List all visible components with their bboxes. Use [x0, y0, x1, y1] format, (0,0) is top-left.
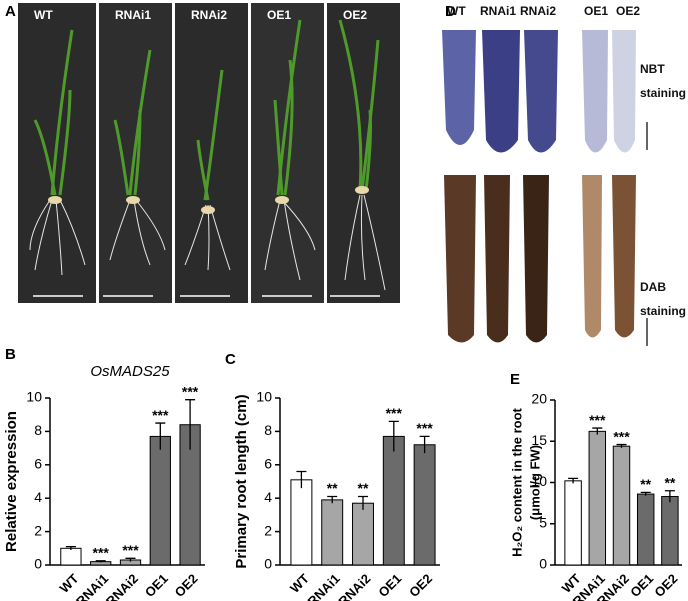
- y-tick-label: 6: [264, 456, 272, 472]
- photo-d: [442, 30, 648, 346]
- x-tick-label: OE2: [172, 571, 201, 600]
- y-tick-label: 8: [264, 422, 272, 438]
- x-tick-label: OE1: [627, 571, 656, 600]
- photo-label: OE2: [616, 4, 640, 18]
- bar: [382, 435, 405, 566]
- y-tick-label: 10: [26, 389, 42, 405]
- bar: [321, 499, 344, 566]
- x-tick-label: WT: [57, 571, 82, 596]
- x-tick-label: OE1: [375, 571, 404, 600]
- y-tick-label: 4: [34, 489, 42, 505]
- stain-label: staining: [640, 86, 686, 100]
- y-axis-label: Relative expression: [3, 411, 20, 552]
- error-bar: [327, 495, 338, 504]
- error-bar: [640, 491, 651, 496]
- bar: [352, 502, 374, 566]
- error-bar: [358, 495, 368, 510]
- y-tick-label: 0: [539, 556, 547, 572]
- stain-label: NBT: [640, 62, 665, 76]
- stain-label: DAB: [640, 280, 666, 294]
- annotation: OsMADS25: [90, 363, 170, 380]
- error-bar: [664, 490, 675, 503]
- x-tick-label: OE2: [406, 571, 435, 600]
- significance-label: ***: [386, 405, 403, 421]
- y-tick-label: 2: [264, 522, 272, 538]
- error-bar: [616, 443, 627, 448]
- bar: [290, 479, 313, 566]
- significance-label: **: [640, 476, 651, 492]
- photo-label: WT: [447, 4, 466, 18]
- bar: [636, 493, 655, 566]
- y-tick-label: 10: [256, 389, 272, 405]
- photo-label: RNAi2: [191, 8, 227, 22]
- bar: [413, 444, 436, 566]
- bar: [612, 445, 631, 566]
- panel-label: A: [5, 3, 16, 20]
- significance-label: ***: [122, 542, 139, 558]
- photo-label: RNAi2: [520, 4, 556, 18]
- photo-label: OE2: [343, 8, 367, 22]
- panel-label: B: [5, 346, 16, 363]
- y-axis-label: H₂O₂ content in the root: [509, 407, 524, 556]
- photo-label: WT: [34, 8, 53, 22]
- photo-label: OE1: [584, 4, 608, 18]
- significance-label: ***: [93, 545, 110, 561]
- x-tick-label: OE1: [142, 571, 171, 600]
- significance-label: **: [358, 480, 369, 496]
- error-bar: [592, 427, 603, 435]
- significance-label: ***: [613, 428, 630, 444]
- bar: [564, 480, 582, 566]
- x-tick-label: RNAi2: [335, 571, 373, 601]
- significance-label: ***: [589, 412, 606, 428]
- x-tick-label: RNAi2: [103, 571, 141, 601]
- y-tick-label: 2: [34, 522, 42, 538]
- panel-label: E: [510, 371, 520, 388]
- y-tick-label: 5: [539, 514, 547, 530]
- error-bar: [419, 435, 430, 454]
- significance-label: **: [664, 474, 675, 490]
- error-bar: [155, 422, 166, 450]
- error-bar: [95, 560, 106, 563]
- y-tick-label: 0: [34, 556, 42, 572]
- bar: [149, 435, 171, 566]
- error-bar: [65, 545, 76, 550]
- significance-label: **: [327, 480, 338, 496]
- y-axis-label: (μmol/g FW): [527, 445, 542, 520]
- y-tick-label: 10: [531, 473, 547, 489]
- bar: [588, 430, 607, 566]
- panel-label: C: [225, 351, 236, 368]
- significance-label: ***: [416, 420, 433, 436]
- photo-a: [18, 3, 400, 303]
- photo-label: RNAi1: [480, 4, 516, 18]
- error-bar: [125, 557, 136, 562]
- y-tick-label: 15: [531, 432, 547, 448]
- photo-label: OE1: [267, 8, 291, 22]
- y-tick-label: 4: [264, 489, 272, 505]
- error-bar: [388, 420, 399, 452]
- photo-label: RNAi1: [115, 8, 151, 22]
- stain-label: staining: [640, 304, 686, 318]
- error-bar: [296, 470, 307, 489]
- error-bar: [568, 477, 579, 484]
- y-axis-label: Primary root length (cm): [233, 394, 250, 568]
- y-tick-label: 0: [264, 556, 272, 572]
- significance-label: ***: [182, 383, 199, 399]
- panel-label: D: [445, 3, 456, 20]
- error-bar: [185, 399, 196, 450]
- x-tick-label: WT: [287, 571, 312, 596]
- significance-label: ***: [152, 407, 169, 423]
- bar: [60, 547, 82, 566]
- y-tick-label: 20: [531, 391, 547, 407]
- y-tick-label: 6: [34, 456, 42, 472]
- x-tick-label: OE2: [651, 571, 680, 600]
- y-tick-label: 8: [34, 422, 42, 438]
- bar: [661, 496, 679, 566]
